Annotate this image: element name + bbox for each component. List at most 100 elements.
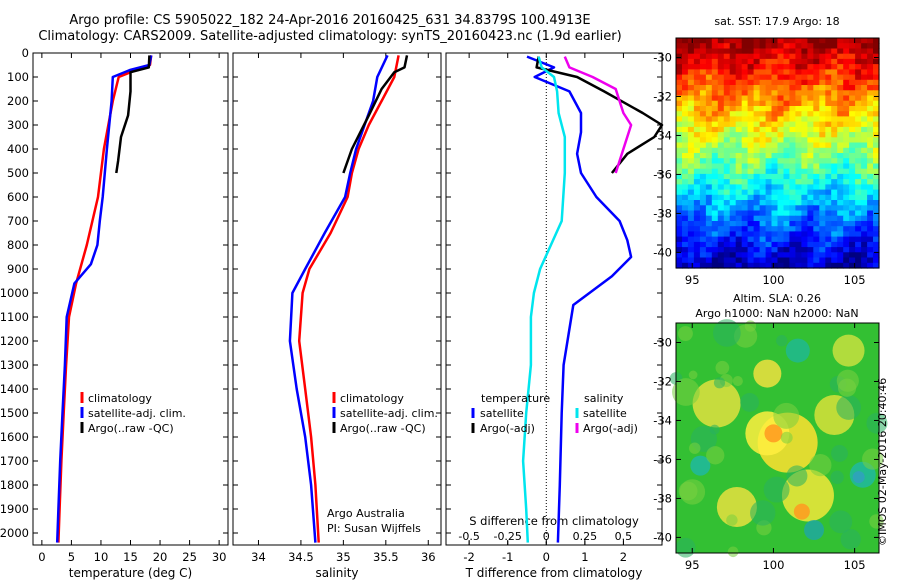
sst-cell (682, 226, 689, 232)
sst-cell (682, 121, 689, 128)
sst-cell (801, 90, 808, 97)
sst-cell (789, 226, 796, 232)
sst-cell (837, 179, 844, 185)
sst-cell (813, 153, 820, 159)
sst-cell (867, 163, 874, 170)
sst-cell (711, 53, 719, 60)
sst-cell (789, 58, 796, 65)
sst-cell (682, 137, 689, 144)
sla-texture (831, 445, 848, 462)
sst-cell (783, 106, 791, 112)
sst-cell (759, 200, 767, 206)
sst-cell (795, 184, 802, 191)
sst-cell (831, 184, 838, 191)
sst-cell (729, 173, 737, 180)
sst-cell (682, 95, 689, 102)
sst-cell (735, 38, 743, 44)
sst-cell (813, 126, 820, 133)
sst-cell (849, 79, 856, 86)
sst-cell (741, 116, 749, 123)
sst-cell (723, 100, 731, 107)
sst-cell (723, 168, 731, 175)
sst-cell (771, 64, 779, 70)
sst-cell (717, 53, 725, 60)
sst-cell (825, 95, 832, 102)
sst-cell (705, 100, 713, 107)
sst-cell (849, 158, 856, 164)
sst-cell (795, 142, 802, 149)
sst-cell (795, 38, 802, 44)
sst-cell (753, 126, 761, 133)
sst-cell (873, 153, 880, 159)
sst-cell (759, 226, 767, 232)
sst-cell (807, 189, 814, 196)
sst-cell (759, 257, 767, 264)
sst-cell (801, 158, 808, 164)
sst-cell (729, 184, 737, 191)
sst-cell (717, 179, 725, 185)
sst-cell (687, 257, 695, 264)
sst-cell (777, 95, 785, 102)
sst-cell (813, 48, 820, 55)
x-tick-label: 95 (685, 558, 700, 572)
sst-cell (741, 79, 749, 86)
sst-cell (682, 116, 689, 123)
sst-cell (711, 163, 719, 170)
sst-cell (861, 158, 868, 164)
sst-cell (795, 53, 802, 60)
sst-cell (789, 116, 796, 123)
sst-cell (711, 241, 719, 248)
sst-cell (855, 74, 862, 81)
sst-cell (705, 53, 713, 60)
sst-cell (813, 74, 820, 81)
sst-cell (705, 147, 713, 154)
sst-cell (741, 53, 749, 60)
sst-cell (867, 231, 874, 238)
sst-cell (801, 142, 808, 149)
sst-cell (753, 231, 761, 238)
sst-cell (687, 85, 695, 91)
sst-cell (747, 111, 755, 117)
sst-cell (771, 184, 779, 191)
sst-cell (867, 168, 874, 175)
sst-cell (765, 247, 773, 253)
sst-cell (843, 126, 850, 133)
sst-cell (807, 153, 814, 159)
sst-cell (843, 116, 850, 123)
sst-cell (873, 100, 880, 107)
sst-cell (837, 189, 844, 196)
sst-cell (723, 116, 731, 123)
sst-cell (849, 95, 856, 102)
sst-cell (747, 257, 755, 264)
sst-cell (861, 252, 868, 259)
sst-cell (687, 74, 695, 81)
sst-cell (861, 126, 868, 133)
sst-cell (711, 262, 719, 269)
sst-cell (676, 48, 683, 55)
sst-cell (735, 247, 743, 253)
sst-cell (682, 48, 689, 55)
sst-cell (777, 106, 785, 112)
sst-cell (783, 116, 791, 123)
sst-cell (855, 48, 862, 55)
diff-series-temperature-satellite (526, 55, 633, 543)
sst-cell (819, 221, 826, 227)
sst-cell (843, 236, 850, 243)
sst-cell (843, 158, 850, 164)
sst-cell (843, 95, 850, 102)
sst-cell (753, 95, 761, 102)
sst-cell (759, 38, 767, 44)
sst-cell (813, 210, 820, 217)
sst-cell (837, 64, 844, 70)
s-tick-label: -0.25 (493, 530, 521, 543)
sst-cell (807, 38, 814, 44)
sst-cell (873, 205, 880, 212)
sst-cell (819, 163, 826, 170)
sst-cell (843, 137, 850, 144)
sla-texture (732, 376, 743, 387)
sst-cell (837, 215, 844, 222)
sla-blob (804, 520, 825, 540)
sst-cell (855, 116, 862, 123)
sst-cell (783, 163, 791, 170)
sst-cell (801, 126, 808, 133)
